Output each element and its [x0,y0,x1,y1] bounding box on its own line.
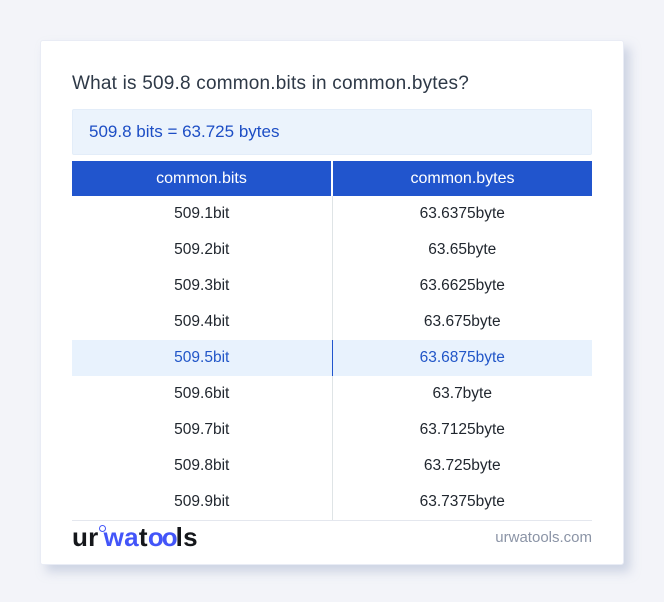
bytes-cell: 63.725byte [331,448,593,484]
page-title: What is 509.8 common.bits in common.byte… [72,73,470,94]
table-row[interactable]: 509.2bit 63.65byte [72,232,592,268]
bytes-cell: 63.6875byte [331,340,593,376]
bytes-cell: 63.7125byte [331,412,593,448]
bytes-cell: 63.7byte [331,376,593,412]
bytes-cell: 63.6625byte [331,268,593,304]
bytes-cell: 63.65byte [331,232,593,268]
logo-part-ls: ls [175,522,198,552]
conversion-table: common.bits common.bytes 509.1bit 63.6375… [72,161,592,521]
bits-cell: 509.6bit [174,385,230,402]
table-row[interactable]: 509.4bit 63.675byte [72,304,592,340]
bytes-cell: 63.675byte [331,304,593,340]
table-row[interactable]: 509.8bit 63.725byte [72,448,592,484]
conversion-result-box: 509.8 bits = 63.725 bytes [72,109,592,155]
logo-part-wa: wa [103,522,139,552]
bits-cell: 509.8bit [174,457,230,474]
table-row[interactable]: 509.7bit 63.7125byte [72,412,592,448]
logo-ring-icon [98,525,106,532]
logo-part-t: t [138,522,148,552]
bits-cell: 509.4bit [174,313,230,330]
bytes-cell: 63.7375byte [331,484,593,520]
table-header-bits: common.bits [156,169,247,187]
table-row[interactable]: 509.1bit 63.6375byte [72,196,592,232]
table-header-row: common.bits common.bytes [72,161,592,196]
table-row[interactable]: 509.9bit 63.7375byte [72,484,592,520]
table-row[interactable]: 509.5bit 63.6875byte [72,340,592,376]
site-domain-text: urwatools.com [495,528,592,546]
table-row[interactable]: 509.3bit 63.6625byte [72,268,592,304]
urwatools-logo[interactable]: ur watools [72,524,198,550]
bits-cell: 509.5bit [174,349,230,366]
logo-part-oo: oo [147,522,178,552]
conversion-result-text: 509.8 bits = 63.725 bytes [89,122,280,141]
bits-cell: 509.9bit [174,493,230,510]
bits-cell: 509.7bit [174,421,230,438]
bits-cell: 509.2bit [174,241,230,258]
table-header-bytes: common.bytes [331,161,592,196]
card-footer: ur watools urwatools.com [72,520,592,554]
bytes-cell: 63.6375byte [331,196,593,232]
table-row[interactable]: 509.6bit 63.7byte [72,376,592,412]
bits-cell: 509.3bit [174,277,230,294]
converter-card: What is 509.8 common.bits in common.byte… [40,40,624,565]
logo-part-ur: ur [72,522,99,552]
bits-cell: 509.1bit [174,205,230,222]
conversion-table-body: 509.1bit 63.6375byte 509.2bit 63.65byte 509.… [72,196,592,521]
